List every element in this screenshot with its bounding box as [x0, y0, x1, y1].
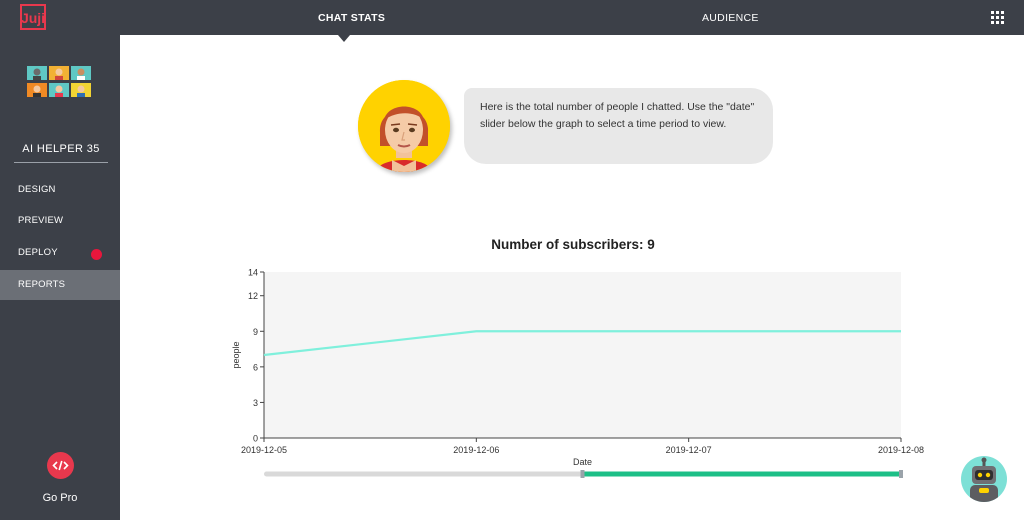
- x-tick-label: 2019-12-07: [666, 445, 712, 455]
- chart-title: Number of subscribers: 9: [491, 237, 655, 252]
- chat-message: Here is the total number of people I cha…: [480, 101, 755, 130]
- sidebar-item-preview[interactable]: PREVIEW: [18, 215, 64, 226]
- y-tick-label: 14: [248, 268, 258, 278]
- code-icon: [52, 460, 69, 471]
- robot-icon: [970, 457, 998, 502]
- x-axis-label: Date: [573, 457, 592, 467]
- tab-audience[interactable]: AUDIENCE: [702, 12, 759, 24]
- date-slider-selection: [582, 471, 901, 477]
- date-slider-start-handle[interactable]: [580, 470, 585, 478]
- plot-area: [264, 272, 901, 438]
- grid-icon[interactable]: [991, 11, 1004, 24]
- tab-chat-stats[interactable]: CHAT STATS: [318, 12, 386, 24]
- sidebar-item-reports[interactable]: REPORTS: [0, 270, 120, 300]
- subscribers-line-chart: 0 3 6 9 12 14 2019-12-05 2019-12-06 2019-12-07 20…: [231, 268, 924, 478]
- woman-avatar-icon: [358, 80, 450, 172]
- sidebar-item-deploy[interactable]: DEPLOY: [18, 247, 58, 258]
- helper-avatar: [358, 80, 450, 172]
- active-tab-caret: [338, 35, 350, 42]
- x-tick-label: 2019-12-05: [241, 445, 287, 455]
- x-tick-label: 2019-12-06: [453, 445, 499, 455]
- svg-text:Juji: Juji: [21, 10, 45, 26]
- go-pro-label[interactable]: Go Pro: [42, 492, 78, 504]
- go-pro-button[interactable]: [47, 452, 74, 479]
- bot-avatars-icon: [27, 66, 91, 97]
- deploy-status-badge: [91, 249, 102, 260]
- chat-bubble: Here is the total number of people I cha…: [464, 88, 773, 164]
- y-tick-label: 12: [248, 291, 258, 301]
- y-tick-label: 3: [253, 398, 258, 408]
- top-bar: Juji CHAT STATS AUDIENCE: [0, 0, 1024, 35]
- sidebar-item-design[interactable]: DESIGN: [18, 184, 56, 195]
- sidebar: AI HELPER 35 DESIGN PREVIEW DEPLOY REPOR…: [0, 35, 120, 520]
- bot-name: AI HELPER 35: [22, 143, 100, 155]
- y-tick-label: 9: [253, 327, 258, 337]
- divider: [14, 162, 108, 163]
- robot-helper-button[interactable]: [961, 456, 1007, 502]
- date-slider-end-handle[interactable]: [899, 470, 903, 478]
- y-tick-label: 6: [253, 362, 258, 372]
- y-tick-label: 0: [253, 434, 258, 444]
- x-tick-label: 2019-12-08: [878, 445, 924, 455]
- juji-logo-icon[interactable]: Juji: [20, 4, 46, 30]
- y-axis-label: people: [231, 341, 241, 368]
- series-line: [263, 330, 901, 357]
